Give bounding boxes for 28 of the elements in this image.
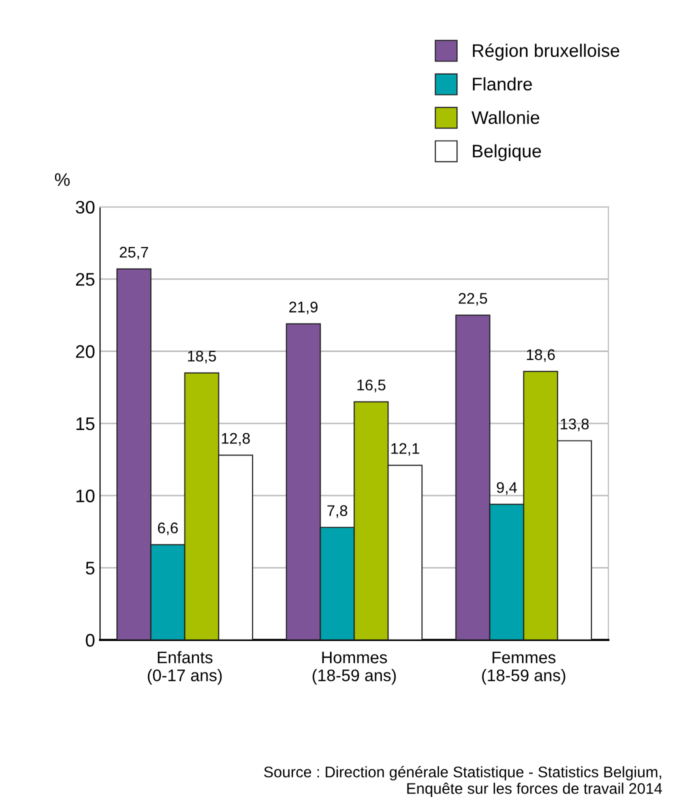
data-label: 22,5 [458, 292, 488, 306]
x-tick-label: Hommes (18-59 ans) [312, 652, 396, 685]
y-tick-label: 15 [76, 418, 94, 430]
data-label: 6,6 [158, 522, 178, 536]
legend-label: Wallonie [472, 110, 540, 124]
y-tick-label: 10 [76, 490, 94, 502]
legend-label: Belgique [472, 144, 541, 162]
data-label: 21,9 [289, 302, 318, 314]
source-note: Source : Direction générale Statistique - Statistics Belgium, Enquête sur les forces de travail 2014 [264, 766, 662, 797]
legend-label: Région bruxelloise [472, 44, 620, 61]
y-tick-label: 25 [76, 273, 94, 286]
y-tick-label: 5 [86, 562, 94, 575]
y-tick-label: 30 [76, 200, 94, 214]
legend-label: Flandre [472, 77, 532, 90]
y-axis-title: % [54, 173, 70, 186]
data-label: 12,1 [391, 443, 420, 456]
data-label: 18,6 [526, 349, 555, 362]
data-label: 9,4 [496, 482, 517, 495]
x-tick-label: Enfants (0-17 ans) [148, 651, 222, 685]
x-tick-label: Femmes (18-59 ans) [482, 652, 566, 685]
y-tick-label: 20 [76, 345, 94, 358]
data-label: 13,8 [560, 418, 589, 432]
y-tick-label: 0 [86, 634, 94, 647]
data-label: 12,8 [222, 433, 250, 446]
data-label: 16,5 [357, 380, 386, 392]
data-label: 25,7 [120, 246, 148, 260]
data-label: 18,5 [188, 350, 216, 364]
data-label: 7,8 [327, 505, 348, 518]
